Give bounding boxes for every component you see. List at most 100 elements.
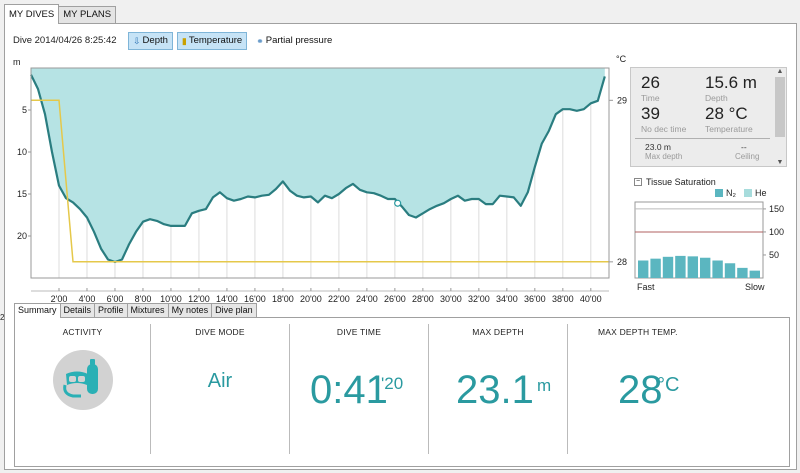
max-depth-column: MAX DEPTH 23.1 m xyxy=(429,318,567,466)
max-depth-temp-value: 28 xyxy=(618,368,663,412)
tissue-bar xyxy=(749,270,760,278)
tissue-bar xyxy=(724,263,736,278)
tissue-bar xyxy=(675,255,686,278)
ceiling-value: -- xyxy=(741,142,747,152)
depth-value: 15.6 m xyxy=(705,73,757,92)
x-tick-label: 14'00 xyxy=(216,294,238,304)
readout-divider xyxy=(635,138,770,139)
tissue-saturation-header[interactable]: − Tissue Saturation xyxy=(634,177,716,187)
x-tick-label: 30'00 xyxy=(440,294,462,304)
legend-he-label: He xyxy=(755,188,767,198)
thermometer-icon: ▮ xyxy=(181,36,187,46)
max-depth-temp-column: MAX DEPTH TEMP. 28 °C xyxy=(568,318,728,466)
depth-toggle-label: Depth xyxy=(142,35,168,46)
max-depth-temp-unit: °C xyxy=(657,374,680,396)
tissue-title: Tissue Saturation xyxy=(646,177,716,187)
tab-my-plans[interactable]: MY PLANS xyxy=(58,6,117,24)
tab-summary[interactable]: Summary xyxy=(14,303,61,318)
tab-my-dives[interactable]: MY DIVES xyxy=(4,4,60,24)
max-depth-temp-title: MAX DEPTH TEMP. xyxy=(598,327,678,337)
partial-pressure-toggle-label: Partial pressure xyxy=(265,35,333,46)
nodec-readout: 39 No dec time xyxy=(641,105,687,135)
tissue-bar xyxy=(712,260,723,278)
legend-n2: N₂ xyxy=(715,188,736,198)
scroll-thumb[interactable] xyxy=(775,77,785,137)
temp-tick-label: 28 xyxy=(617,257,627,267)
scroll-up-icon[interactable]: ▲ xyxy=(776,68,784,75)
detail-tabs: Summary Details Profile Mixtures My note… xyxy=(14,303,257,318)
x-tick-label: 20'00 xyxy=(300,294,322,304)
x-tick-label: 34'00 xyxy=(496,294,518,304)
column-divider xyxy=(428,324,429,454)
tab-dive-plan[interactable]: Dive plan xyxy=(211,303,257,317)
max-depth-value: 23.1 xyxy=(456,368,534,412)
dive-time-column: DIVE TIME 0:41 '20 xyxy=(290,318,428,466)
x-tick-label: 12'00 xyxy=(188,294,210,304)
tissue-tick-label: 100 xyxy=(769,227,784,237)
time-readout: 26 Time xyxy=(641,74,660,104)
x-tick-label: 16'00 xyxy=(244,294,266,304)
tab-details[interactable]: Details xyxy=(59,303,96,317)
depth-tick-label: 10 xyxy=(17,147,27,157)
chart-toggles: ⇩ Depth ▮ Temperature ⚭ Partial pressure xyxy=(128,32,337,50)
tissue-saturation-chart: 150 100 50 xyxy=(634,201,784,279)
depth-unit: m xyxy=(13,57,21,67)
main-tabs: MY DIVES MY PLANS xyxy=(4,4,117,24)
activity-column: ACTIVITY xyxy=(15,318,150,466)
fast-label: Fast xyxy=(637,282,655,292)
tissue-legend: N₂ He xyxy=(715,188,767,198)
temp-unit: °C xyxy=(616,54,627,64)
max-depth-unit: m xyxy=(537,376,552,395)
tissue-tick-label: 50 xyxy=(769,250,779,260)
x-tick-label: 4'00 xyxy=(79,294,96,304)
depth-tick-label: 5 xyxy=(22,105,27,115)
scroll-down-icon[interactable]: ▼ xyxy=(776,159,784,166)
x-tick-label: 26'00 xyxy=(384,294,406,304)
tab-mixtures[interactable]: Mixtures xyxy=(126,303,169,317)
dive-mode-column: DIVE MODE Air xyxy=(151,318,289,466)
tissue-bar xyxy=(662,256,674,278)
legend-n2-label: N₂ xyxy=(726,188,736,198)
depth-area xyxy=(31,68,605,262)
x-tick-label: 32'00 xyxy=(468,294,490,304)
tissue-bar xyxy=(737,267,748,278)
readout-scrollbar[interactable]: ▲ ▼ xyxy=(774,68,786,166)
maxdepth-value: 23.0 m xyxy=(645,142,671,152)
x-tick-label: 40'00 xyxy=(580,294,602,304)
temperature-toggle[interactable]: ▮ Temperature xyxy=(176,32,248,50)
maxdepth-readout: 23.0 m Max depth xyxy=(645,142,682,161)
nodec-label: No dec time xyxy=(641,124,687,134)
dive-time-seconds: '20 xyxy=(381,374,404,393)
dive-mode-title: DIVE MODE xyxy=(195,327,245,337)
dive-profile-chart[interactable]: 2'00 4'00 6'00 8'00 10'00 12'00 14'00 16'00 18'0… xyxy=(5,64,635,304)
x-tick-label: 10'00 xyxy=(160,294,182,304)
tab-profile[interactable]: Profile xyxy=(94,303,128,317)
time-label: Time xyxy=(641,93,660,103)
x-tick-label: 2'00 xyxy=(51,294,68,304)
maxdepth-label: Max depth xyxy=(645,152,683,161)
partial-pressure-toggle[interactable]: ⚭ Partial pressure xyxy=(251,32,337,50)
depth-toggle[interactable]: ⇩ Depth xyxy=(128,32,173,50)
slow-label: Slow xyxy=(745,282,765,292)
tab-my-notes[interactable]: My notes xyxy=(167,303,213,317)
position-marker xyxy=(394,199,402,207)
legend-he: He xyxy=(744,188,767,198)
x-tick-label: 8'00 xyxy=(135,294,152,304)
column-divider xyxy=(567,324,568,454)
summary-panel: ACTIVITY DIVE MODE Air DIVE TIME 0:41 '2… xyxy=(14,317,790,467)
collapse-icon[interactable]: − xyxy=(634,178,642,186)
gas-icon: ⚭ xyxy=(256,36,264,46)
depth-tick-label: 20 xyxy=(17,231,27,241)
he-swatch xyxy=(744,189,752,197)
depth-label: Depth xyxy=(705,93,728,103)
side-marker: 2 xyxy=(0,313,5,322)
chart-frame xyxy=(30,67,610,279)
dive-readout: 26 Time 15.6 m Depth 39 No dec time 28 °… xyxy=(630,67,787,167)
tissue-bar xyxy=(650,258,661,278)
n2-swatch xyxy=(715,189,723,197)
dive-title: Dive 2014/04/26 8:25:42 xyxy=(13,35,117,46)
scuba-activity-icon xyxy=(53,350,113,410)
x-tick-label: 18'00 xyxy=(272,294,294,304)
temperature-label: Temperature xyxy=(705,124,753,134)
depth-readout: 15.6 m Depth xyxy=(705,73,757,104)
